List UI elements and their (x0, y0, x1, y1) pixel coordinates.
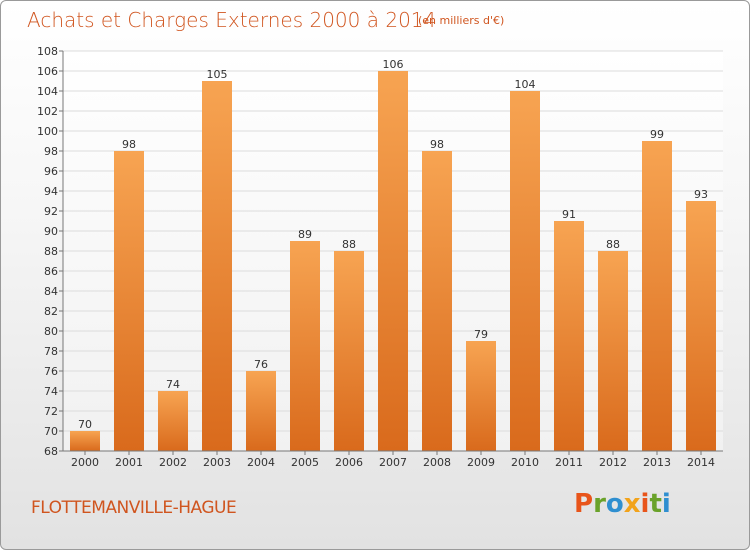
y-tick-label: 76 (44, 365, 58, 378)
data-label-2010: 104 (515, 78, 536, 91)
y-tick-label: 90 (44, 225, 58, 238)
bar-2002 (158, 391, 188, 451)
x-tick-label: 2014 (687, 456, 715, 469)
y-tick-label: 72 (44, 405, 58, 418)
bar-2010 (510, 91, 540, 451)
data-label-2001: 98 (122, 138, 136, 151)
x-tick-label: 2005 (291, 456, 319, 469)
y-tick-label: 98 (44, 145, 58, 158)
logo-letter: x (623, 489, 641, 519)
x-tick-label: 2001 (115, 456, 143, 469)
y-tick-label: 88 (44, 245, 58, 258)
y-tick-label: 74 (44, 385, 58, 398)
x-tick-label: 2009 (467, 456, 495, 469)
bar-2009 (466, 341, 496, 451)
y-tick-label: 78 (44, 345, 58, 358)
y-tick-label: 108 (37, 45, 58, 58)
data-label-2006: 88 (342, 238, 356, 251)
bar-2011 (554, 221, 584, 451)
x-tick-label: 2013 (643, 456, 671, 469)
bar-2005 (290, 241, 320, 451)
y-tick-label: 82 (44, 305, 58, 318)
bar-2013 (642, 141, 672, 451)
x-tick-label: 2012 (599, 456, 627, 469)
x-tick-label: 2003 (203, 456, 231, 469)
y-tick-label: 100 (37, 125, 58, 138)
logo-letter: o (605, 489, 624, 519)
x-tick-label: 2010 (511, 456, 539, 469)
logo-letter: i (661, 489, 671, 519)
x-tick-label: 2007 (379, 456, 407, 469)
bar-2003 (202, 81, 232, 451)
data-label-2012: 88 (606, 238, 620, 251)
x-tick-label: 2004 (247, 456, 275, 469)
proxiti-logo: Proxiti (574, 489, 671, 519)
data-label-2011: 91 (562, 208, 576, 221)
commune-name: FLOTTEMANVILLE-HAGUE (31, 498, 237, 518)
data-label-2005: 89 (298, 228, 312, 241)
logo-letter: r (593, 489, 606, 519)
y-tick-label: 94 (44, 185, 58, 198)
bar-2007 (378, 71, 408, 451)
y-tick-label: 96 (44, 165, 58, 178)
bar-2000 (70, 431, 100, 451)
x-tick-label: 2006 (335, 456, 363, 469)
bar-2004 (246, 371, 276, 451)
logo-letter: P (574, 489, 594, 519)
data-label-2004: 76 (254, 358, 268, 371)
bar-2006 (334, 251, 364, 451)
y-tick-label: 80 (44, 325, 58, 338)
y-tick-label: 70 (44, 425, 58, 438)
y-tick-label: 92 (44, 205, 58, 218)
bar-2014 (686, 201, 716, 451)
data-label-2014: 93 (694, 188, 708, 201)
data-label-2007: 106 (383, 58, 404, 71)
y-tick-label: 86 (44, 265, 58, 278)
y-tick-label: 102 (37, 105, 58, 118)
bar-2012 (598, 251, 628, 451)
x-tick-label: 2000 (71, 456, 99, 469)
logo-letter: i (640, 489, 650, 519)
x-tick-label: 2008 (423, 456, 451, 469)
x-tick-label: 2002 (159, 456, 187, 469)
logo-letter: t (649, 489, 662, 519)
bar-2008 (422, 151, 452, 451)
y-tick-label: 106 (37, 65, 58, 78)
data-label-2008: 98 (430, 138, 444, 151)
y-tick-label: 84 (44, 285, 58, 298)
data-label-2013: 99 (650, 128, 664, 141)
x-tick-label: 2011 (555, 456, 583, 469)
chart-title: Achats et Charges Externes 2000 à 2014 (27, 8, 437, 32)
bar-2001 (114, 151, 144, 451)
y-tick-label: 68 (44, 445, 58, 458)
data-label-2009: 79 (474, 328, 488, 341)
data-label-2003: 105 (207, 68, 228, 81)
chart-subtitle: (en milliers d'€) (418, 14, 505, 27)
y-tick-label: 104 (37, 85, 58, 98)
data-label-2002: 74 (166, 378, 180, 391)
data-label-2000: 70 (78, 418, 92, 431)
